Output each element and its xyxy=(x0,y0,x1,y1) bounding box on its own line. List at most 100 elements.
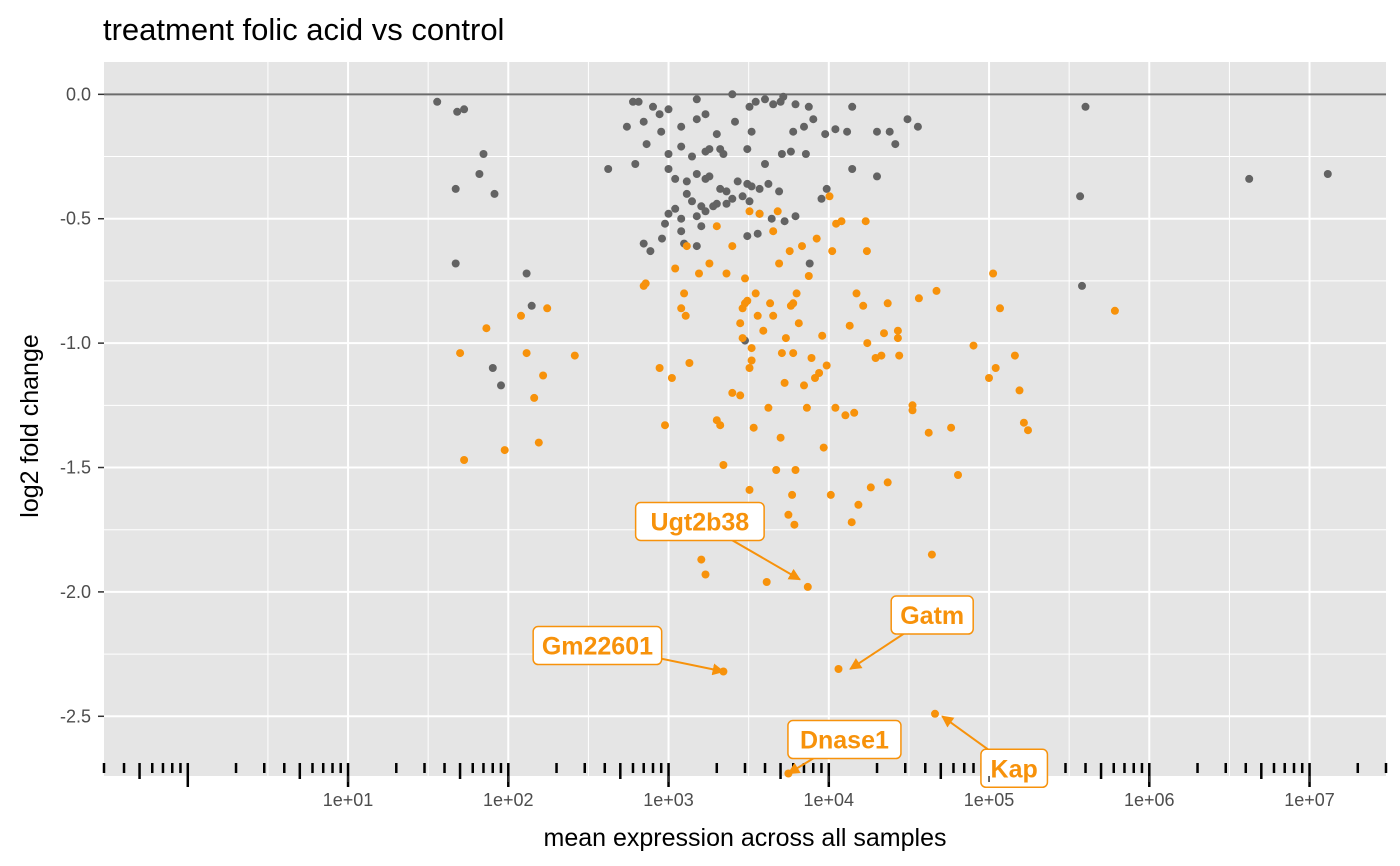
point xyxy=(722,199,731,208)
point xyxy=(728,90,737,99)
point xyxy=(460,105,469,114)
point xyxy=(622,122,631,131)
significant-point xyxy=(841,411,850,420)
point xyxy=(786,147,795,156)
significant-point xyxy=(751,289,760,298)
significant-point xyxy=(705,259,714,268)
x-axis-rug xyxy=(102,763,1388,787)
point xyxy=(664,209,673,218)
point xyxy=(639,239,648,248)
significant-point xyxy=(641,279,650,288)
point xyxy=(747,182,756,191)
significant-point xyxy=(866,483,875,492)
point xyxy=(709,202,718,211)
significant-point xyxy=(741,274,749,283)
y-tick-label: -2.0 xyxy=(60,582,91,602)
significant-point xyxy=(777,349,786,358)
point xyxy=(522,269,531,278)
significant-point xyxy=(759,326,768,335)
significant-point xyxy=(819,443,828,452)
significant-point xyxy=(883,478,892,487)
point xyxy=(716,184,725,193)
significant-point xyxy=(749,423,758,432)
significant-point xyxy=(682,242,691,251)
point xyxy=(433,97,442,106)
point xyxy=(692,242,701,251)
point xyxy=(775,187,784,196)
point xyxy=(728,194,737,203)
point xyxy=(451,259,460,268)
y-axis-label: log2 fold change xyxy=(16,334,44,517)
point xyxy=(697,222,706,231)
significant-point xyxy=(1024,426,1032,435)
point xyxy=(821,130,830,139)
significant-point xyxy=(996,304,1004,313)
annotation-box xyxy=(532,625,663,666)
point xyxy=(738,192,747,201)
point xyxy=(733,177,742,186)
annotation-label: Kap xyxy=(991,755,1038,783)
point xyxy=(692,212,701,221)
significant-point xyxy=(985,374,993,382)
x-axis-ticks: 1e+01 1e+02 1e+03 1e+04 1e+05 1e+06 1e+07 xyxy=(323,776,1335,810)
significant-point xyxy=(826,490,835,499)
annotation-box xyxy=(634,501,765,542)
significant-point xyxy=(784,510,793,519)
significant-point xyxy=(804,272,813,280)
x-axis-label: mean expression across all samples xyxy=(544,824,947,852)
point xyxy=(791,212,800,221)
significant-point xyxy=(736,391,745,400)
significant-point xyxy=(850,408,859,417)
significant-point xyxy=(772,466,781,474)
point xyxy=(677,142,686,151)
point xyxy=(451,184,460,193)
significant-point xyxy=(747,356,756,365)
significant-point xyxy=(570,351,579,360)
point xyxy=(903,115,912,124)
point xyxy=(688,152,696,161)
annotation-box xyxy=(890,595,974,635)
point xyxy=(817,194,826,203)
point xyxy=(688,197,696,206)
significant-point xyxy=(834,665,843,673)
significant-point xyxy=(812,234,821,243)
significant-point xyxy=(863,339,872,348)
significant-point xyxy=(680,289,689,298)
significant-point xyxy=(743,296,752,305)
significant-point xyxy=(543,304,552,313)
point xyxy=(488,364,497,372)
point xyxy=(701,110,710,119)
significant-point xyxy=(802,403,811,412)
point xyxy=(475,170,484,178)
significant-point xyxy=(854,500,863,509)
significant-point xyxy=(661,421,669,430)
significant-point xyxy=(927,550,936,559)
significant-point xyxy=(893,326,902,335)
significant-point xyxy=(745,207,754,216)
point xyxy=(731,117,739,126)
significant-point xyxy=(789,299,798,308)
point xyxy=(743,145,752,154)
point xyxy=(661,219,669,228)
point xyxy=(677,227,686,236)
significant-point xyxy=(859,301,868,310)
significant-point xyxy=(456,349,465,358)
significant-point xyxy=(828,247,837,256)
significant-point xyxy=(1015,386,1024,395)
point xyxy=(1245,174,1254,183)
x-tick-label: 1e+07 xyxy=(1284,790,1335,810)
significant-point xyxy=(500,446,509,455)
significant-point xyxy=(947,423,956,432)
significant-point xyxy=(766,299,775,308)
significant-point xyxy=(825,192,834,201)
point xyxy=(1076,192,1085,201)
significant-point xyxy=(712,222,721,231)
significant-point xyxy=(989,269,998,278)
significant-point xyxy=(482,324,491,333)
data-points xyxy=(433,90,1332,778)
significant-point xyxy=(728,388,737,397)
point xyxy=(719,150,728,158)
significant-point xyxy=(695,269,703,278)
significant-point xyxy=(530,393,539,402)
point xyxy=(753,229,762,238)
